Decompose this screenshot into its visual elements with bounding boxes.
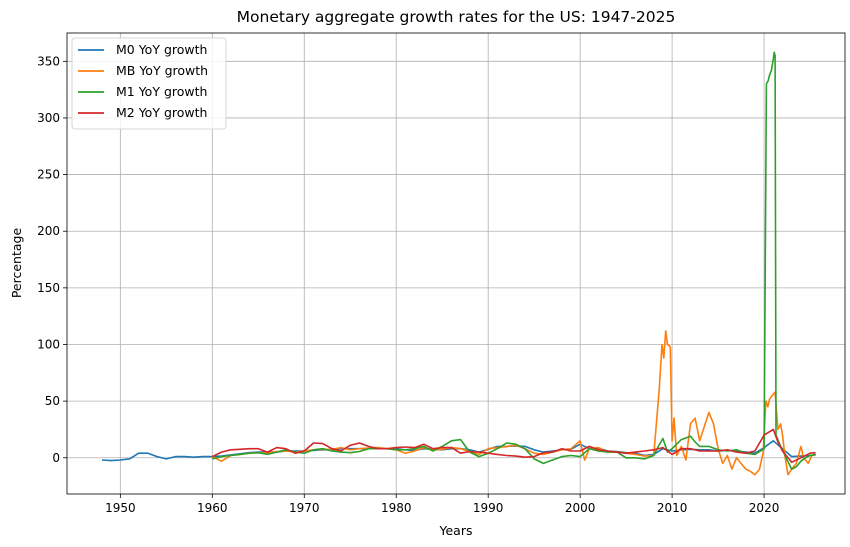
x-tick-label: 2020: [749, 501, 780, 515]
series-lines: [101, 51, 816, 476]
y-tick-label: 350: [37, 54, 60, 68]
legend-label-m1: M1 YoY growth: [116, 84, 207, 99]
legend-label-m0: M0 YoY growth: [116, 42, 207, 57]
legend: M0 YoY growth MB YoY growth M1 YoY growth M…: [71, 37, 227, 130]
chart-title: Monetary aggregate growth rates for the …: [237, 8, 676, 26]
y-tick-label: 250: [37, 168, 60, 182]
x-tick-label: 2000: [565, 501, 596, 515]
y-tick-label: 300: [37, 111, 60, 125]
y-tick-label: 100: [37, 337, 60, 351]
x-tick-label: 1980: [381, 501, 412, 515]
x-tick-label: 1950: [105, 501, 136, 515]
x-tick-label: 2010: [657, 501, 688, 515]
x-tick-label: 1960: [197, 501, 228, 515]
x-axis-ticks: 1950 1960 1970 1980 1990 2000 2010 2020: [105, 494, 779, 515]
y-tick-label: 150: [37, 281, 60, 295]
legend-label-mb: MB YoY growth: [116, 63, 208, 78]
legend-box: [71, 37, 227, 130]
y-tick-label: 0: [52, 451, 60, 465]
plot-area: [101, 51, 816, 476]
series-line-mb: [211, 330, 816, 476]
y-tick-label: 200: [37, 224, 60, 238]
series-line-m1: [212, 51, 816, 470]
y-tick-label: 50: [45, 394, 60, 408]
series-line-m2: [211, 428, 816, 464]
x-tick-label: 1970: [289, 501, 320, 515]
y-axis-ticks: 0 50 100 150 200 250 300 350: [37, 54, 67, 465]
axes-frame: [66, 32, 846, 495]
x-axis-label: Years: [439, 523, 473, 538]
y-axis-label: Percentage: [9, 228, 24, 299]
x-tick-label: 1990: [473, 501, 504, 515]
legend-label-m2: M2 YoY growth: [116, 105, 207, 120]
